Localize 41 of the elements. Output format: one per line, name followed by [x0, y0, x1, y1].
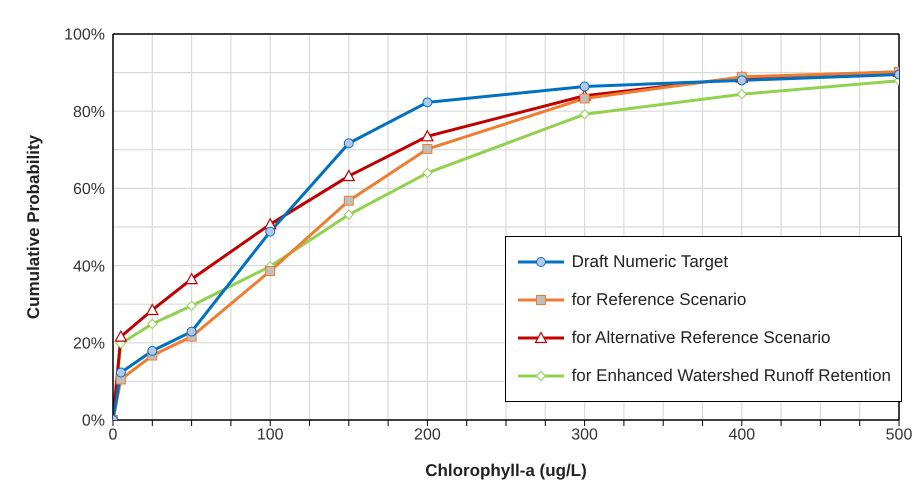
x-tick-label: 500 — [886, 426, 912, 444]
y-tick-label: 20% — [72, 335, 105, 352]
x-tick-label: 0 — [108, 426, 118, 444]
y-tick-label: 40% — [72, 258, 105, 276]
point — [344, 210, 354, 220]
y-tick-label: 0% — [82, 412, 105, 430]
point — [146, 304, 158, 316]
x-tick-label: 300 — [571, 426, 598, 444]
point — [186, 273, 198, 284]
y-tick-label: 100% — [64, 26, 105, 44]
y-tick-label: 80% — [72, 104, 105, 121]
point — [422, 97, 432, 108]
y-tick-label: 60% — [72, 181, 105, 198]
point — [265, 266, 276, 276]
point — [736, 75, 747, 86]
point — [421, 130, 434, 142]
point — [114, 330, 127, 342]
point — [580, 109, 590, 120]
point — [186, 300, 197, 311]
x-axis-title: Chlorophyll-a (ug/L) — [425, 461, 587, 480]
point — [580, 93, 590, 104]
x-tick-label: 100 — [256, 426, 284, 444]
point — [344, 196, 354, 206]
y-axis-title: Cumulative Probability — [24, 134, 44, 320]
point — [147, 346, 158, 356]
legend-label: for Alternative Reference Scenario — [572, 328, 830, 348]
legend-label: for Reference Scenario — [572, 290, 746, 310]
x-tick-label: 200 — [414, 426, 441, 444]
point — [422, 144, 432, 154]
point — [265, 226, 276, 237]
legend-label: Draft Numeric Target — [572, 252, 728, 272]
point — [344, 138, 354, 148]
point — [580, 81, 590, 92]
point — [422, 168, 432, 178]
point — [342, 170, 355, 182]
point — [736, 89, 747, 100]
x-tick-label: 400 — [728, 426, 756, 444]
point — [116, 368, 126, 378]
point — [147, 318, 158, 329]
legend-label: for Enhanced Watershed Runoff Retention — [572, 366, 891, 386]
point — [186, 326, 197, 337]
